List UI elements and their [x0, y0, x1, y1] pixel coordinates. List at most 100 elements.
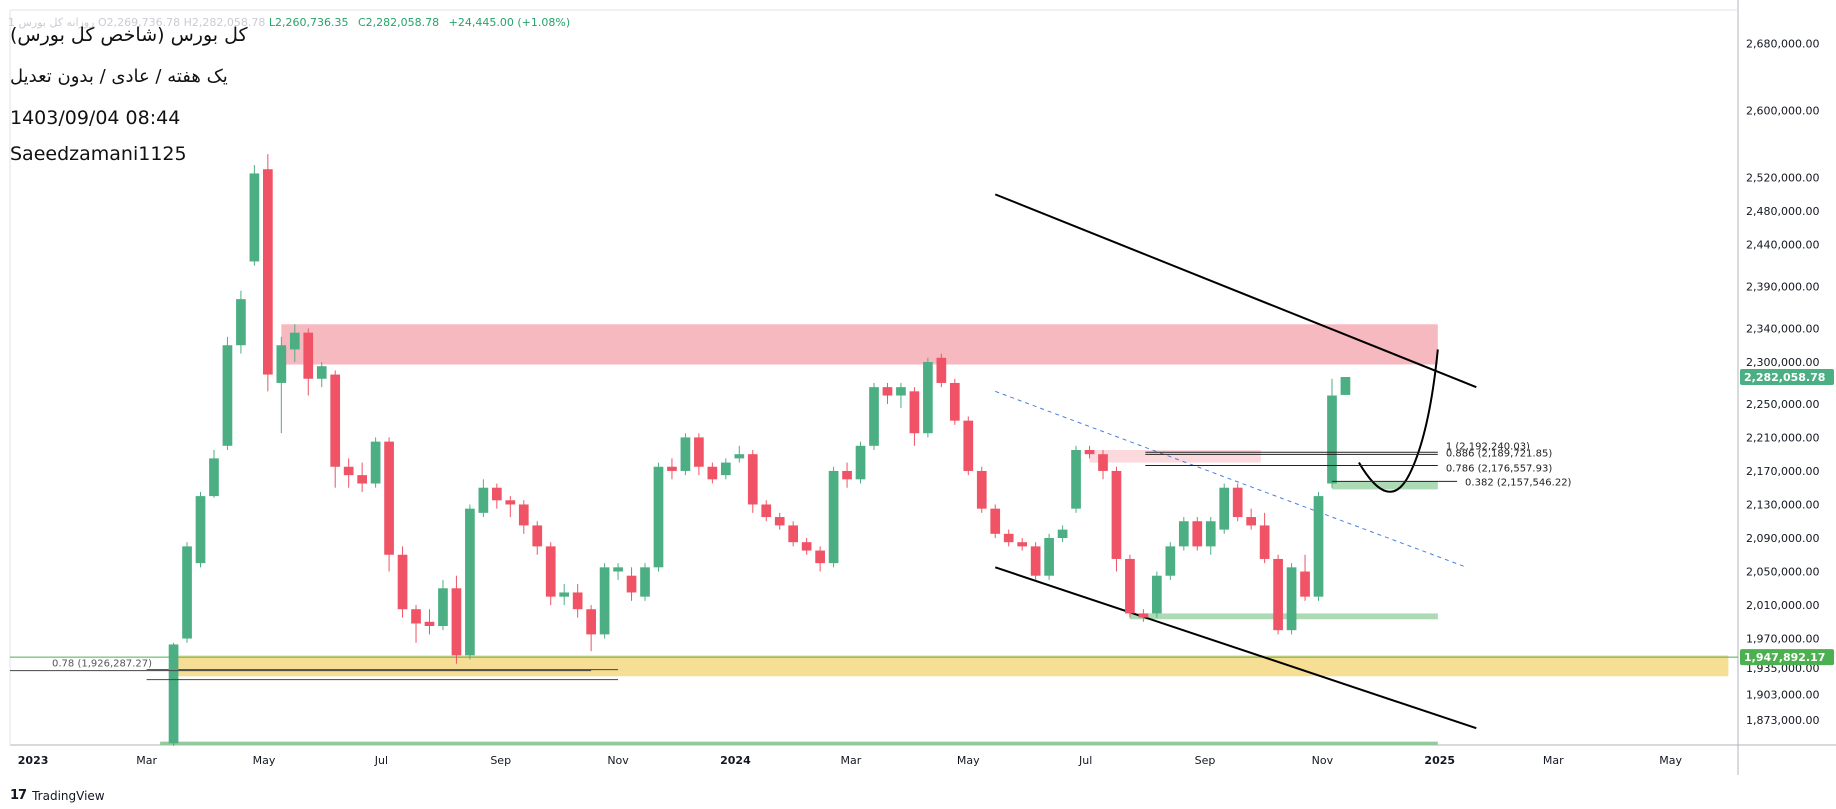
candle-body — [222, 345, 233, 446]
y-tick-label: 2,520,000.00 — [1746, 172, 1819, 185]
candle-body — [1192, 521, 1203, 547]
ohlc-low: L2,260,736.35 — [268, 16, 349, 29]
datetime-label: 1403/09/04 08:44 — [10, 107, 181, 129]
fib-level-label: 0.886 (2,189,721.85) — [1446, 448, 1553, 459]
candle-body — [1138, 613, 1149, 618]
candle-body — [667, 466, 677, 471]
last-price-badge: 2,282,058.78 — [1744, 371, 1825, 384]
candle-body — [1152, 575, 1162, 614]
hline-price-badge: 1,947,892.17 — [1744, 651, 1825, 664]
candle-body — [572, 592, 583, 610]
candle-body — [963, 420, 974, 471]
candle-body — [869, 387, 879, 446]
y-tick-label: 2,680,000.00 — [1746, 38, 1819, 51]
candle-body — [815, 550, 825, 564]
resistance-zone — [281, 324, 1438, 365]
tradingview-logo-icon: 17 — [10, 788, 27, 803]
fib-level-label: 0.786 (2,176,557.93) — [1446, 463, 1553, 474]
candle-body — [518, 504, 529, 526]
candle-body — [855, 445, 866, 480]
candle-body — [707, 466, 718, 480]
candle-body — [438, 588, 448, 626]
last-price-badge-bg — [1740, 369, 1834, 386]
candle-body — [303, 332, 314, 379]
candle-body — [316, 366, 327, 379]
candle-body — [1300, 571, 1310, 597]
candle-body — [734, 454, 745, 459]
candle-body — [1165, 546, 1176, 576]
hline-price-badge-bg — [1740, 649, 1834, 666]
fib-level-label: 1 (2,192,240.03) — [1446, 441, 1530, 452]
candle-body — [1098, 454, 1108, 471]
trendlines-layer — [10, 193, 1738, 730]
green-zone-low — [1129, 613, 1438, 620]
candle-body — [1273, 558, 1283, 631]
candle-body — [168, 644, 179, 744]
fib-layer: 1 (2,192,240.03)0.886 (2,189,721.85) 0.78… — [10, 441, 1572, 681]
candle-body — [1044, 537, 1054, 576]
y-tick-label: 2,130,000.00 — [1746, 498, 1819, 511]
x-tick-label: Mar — [1543, 754, 1564, 767]
y-tick-label: 2,050,000.00 — [1746, 566, 1819, 579]
symbol-title: کل بورس (شاخص کل بورس) — [10, 24, 248, 46]
candle-body — [491, 487, 502, 501]
candle-body — [384, 441, 394, 555]
candle-body — [1259, 525, 1270, 559]
green-zone-fib — [1331, 481, 1438, 490]
candle-body — [1246, 517, 1257, 526]
y-tick-label: 2,390,000.00 — [1746, 281, 1819, 294]
candle-body — [720, 462, 731, 476]
candle-body — [923, 361, 933, 434]
candle-body — [1205, 521, 1216, 547]
candle-body — [1125, 558, 1135, 614]
candle-body — [896, 387, 906, 396]
candle-body — [599, 567, 610, 635]
candle-body — [1057, 529, 1068, 538]
y-tick-label: 2,600,000.00 — [1746, 105, 1819, 118]
y-tick-label: 2,210,000.00 — [1746, 431, 1819, 444]
candle-body — [909, 391, 920, 434]
pink-zone-small — [1089, 449, 1261, 463]
candle-body — [545, 546, 556, 597]
candle-body — [276, 345, 287, 383]
x-tick-label: 2025 — [1424, 754, 1455, 767]
candle-body — [451, 588, 462, 656]
candle-body — [1178, 521, 1189, 547]
y-tick-label: 2,250,000.00 — [1746, 398, 1819, 411]
candle-body — [1232, 487, 1243, 518]
candle-body — [1286, 567, 1297, 631]
candle-body — [478, 487, 489, 513]
x-tick-label: Nov — [1312, 754, 1334, 767]
candle-body — [209, 458, 219, 497]
candle-body — [1340, 377, 1351, 395]
price-axis[interactable]: 1,873,000.00 1,903,000.00 1,935,000.00 1,97… — [1740, 38, 1834, 727]
candle-body — [330, 374, 341, 467]
candle-body — [801, 542, 812, 551]
fib-left-label: 0.78 (1,926,287.27) — [52, 659, 152, 670]
candle-body — [653, 466, 664, 568]
candle-body — [505, 500, 516, 505]
candle-body — [343, 466, 354, 476]
candle-body — [990, 508, 1001, 534]
candle-body — [936, 357, 947, 383]
tradingview-brand[interactable]: 17 TradingView — [10, 788, 105, 803]
ohlc-faint: 1 روزانه کل بورس O2,269,736.78 H2,282,05… — [8, 16, 266, 29]
y-tick-label: 1,935,000.00 — [1746, 662, 1819, 675]
candle-body — [1219, 487, 1230, 530]
time-axis[interactable]: 2023 Mar May Jul Sep Nov 2024 Mar May Jul Sep Nov 20… — [18, 754, 1683, 767]
candle-body — [424, 621, 435, 626]
x-tick-label: Nov — [607, 754, 629, 767]
candle-body — [559, 592, 570, 597]
candles-layer — [168, 154, 1351, 746]
x-tick-label: Jul — [374, 754, 388, 767]
timeframe-label: یک هفته / عادی / بدون تعدیل — [10, 66, 228, 87]
x-tick-label: Mar — [841, 754, 862, 767]
blue-dashed-line — [995, 390, 1467, 568]
ohlc-close: C2,282,058.78 — [358, 16, 440, 29]
candle-body — [949, 382, 960, 421]
candle-body — [195, 496, 206, 564]
x-tick-label: May — [1659, 754, 1682, 767]
candle-body — [976, 470, 987, 509]
y-tick-label: 1,903,000.00 — [1746, 689, 1819, 702]
